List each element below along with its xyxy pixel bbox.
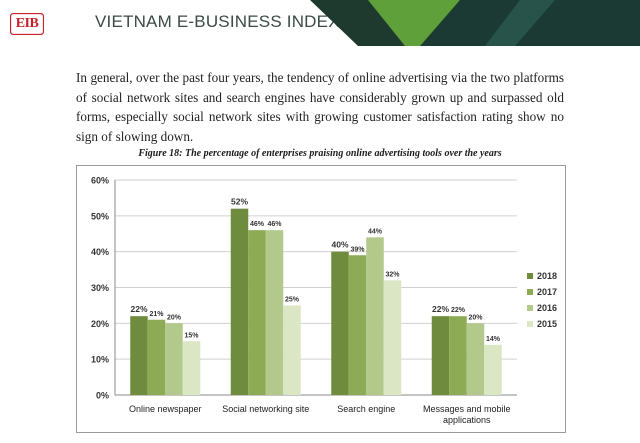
y-tick-label: 10% xyxy=(91,355,109,365)
data-label: 22% xyxy=(451,307,466,314)
header-title: VIETNAM E-BUSINESS INDEX 2019 xyxy=(95,12,384,31)
bar xyxy=(484,344,502,395)
data-label: 15% xyxy=(184,332,199,339)
bar xyxy=(283,305,301,395)
y-tick-label: 20% xyxy=(91,319,109,329)
data-label: 20% xyxy=(167,314,182,321)
legend-swatch xyxy=(527,289,533,295)
data-label: 46% xyxy=(250,221,265,228)
data-label: 52% xyxy=(231,197,248,207)
y-tick-label: 40% xyxy=(91,247,109,257)
bar xyxy=(248,230,266,395)
figure-caption: Figure 18: The percentage of enterprises… xyxy=(138,148,502,159)
logo: EIB xyxy=(9,12,45,36)
bar xyxy=(130,316,148,395)
data-label: 39% xyxy=(350,246,365,253)
bar xyxy=(449,316,467,395)
bar xyxy=(348,255,367,395)
header: EIB VIETNAM E-BUSINESS INDEX 2019 xyxy=(0,0,640,46)
logo-text: EIB xyxy=(15,16,39,31)
data-label: 22% xyxy=(130,304,147,314)
bar xyxy=(265,230,284,395)
bar xyxy=(383,280,402,395)
chart-frame: 0% 10% 20% 30% 40% 50% 60% 22% 21% 20% 15% Online n… xyxy=(76,165,566,433)
x-tick-label: Messages and mobile xyxy=(423,404,511,414)
y-tick-label: 30% xyxy=(91,283,109,293)
bar-chart: 0%10%20%30%40%50%60%22%21%20%15%Online n… xyxy=(91,176,557,426)
data-label: 25% xyxy=(285,296,300,303)
legend-swatch xyxy=(527,273,533,279)
data-label: 40% xyxy=(331,240,348,250)
y-tick-label: 0% xyxy=(96,391,109,401)
y-tick-label: 50% xyxy=(91,211,109,221)
legend-swatch xyxy=(527,321,533,327)
bar xyxy=(165,323,183,395)
intro-paragraph: In general, over the past four years, th… xyxy=(76,70,564,144)
x-tick-label: Online newspaper xyxy=(129,404,202,414)
y-tick-label: 60% xyxy=(91,176,109,186)
data-label: 14% xyxy=(486,336,501,343)
data-label: 32% xyxy=(385,271,400,278)
header-decoration xyxy=(310,0,640,46)
bar xyxy=(466,323,485,395)
bar xyxy=(230,208,249,395)
legend-label: 2017 xyxy=(537,287,557,297)
legend-label: 2016 xyxy=(537,303,557,313)
data-label: 22% xyxy=(432,304,449,314)
legend-swatch xyxy=(527,305,533,311)
bar xyxy=(366,237,384,395)
x-tick-label: Social networking site xyxy=(222,404,309,414)
data-label: 44% xyxy=(368,228,383,235)
data-label: 46% xyxy=(267,221,282,228)
x-tick-label: Search engine xyxy=(337,404,395,414)
legend-label: 2018 xyxy=(537,271,557,281)
logo-shield-icon xyxy=(9,12,45,36)
legend-label: 2015 xyxy=(537,319,557,329)
bar xyxy=(182,341,201,395)
bar xyxy=(431,316,450,395)
bar xyxy=(147,319,166,395)
data-label: 20% xyxy=(468,314,483,321)
bar xyxy=(331,251,349,395)
x-tick-label: applications xyxy=(443,415,491,425)
data-label: 21% xyxy=(149,311,164,318)
